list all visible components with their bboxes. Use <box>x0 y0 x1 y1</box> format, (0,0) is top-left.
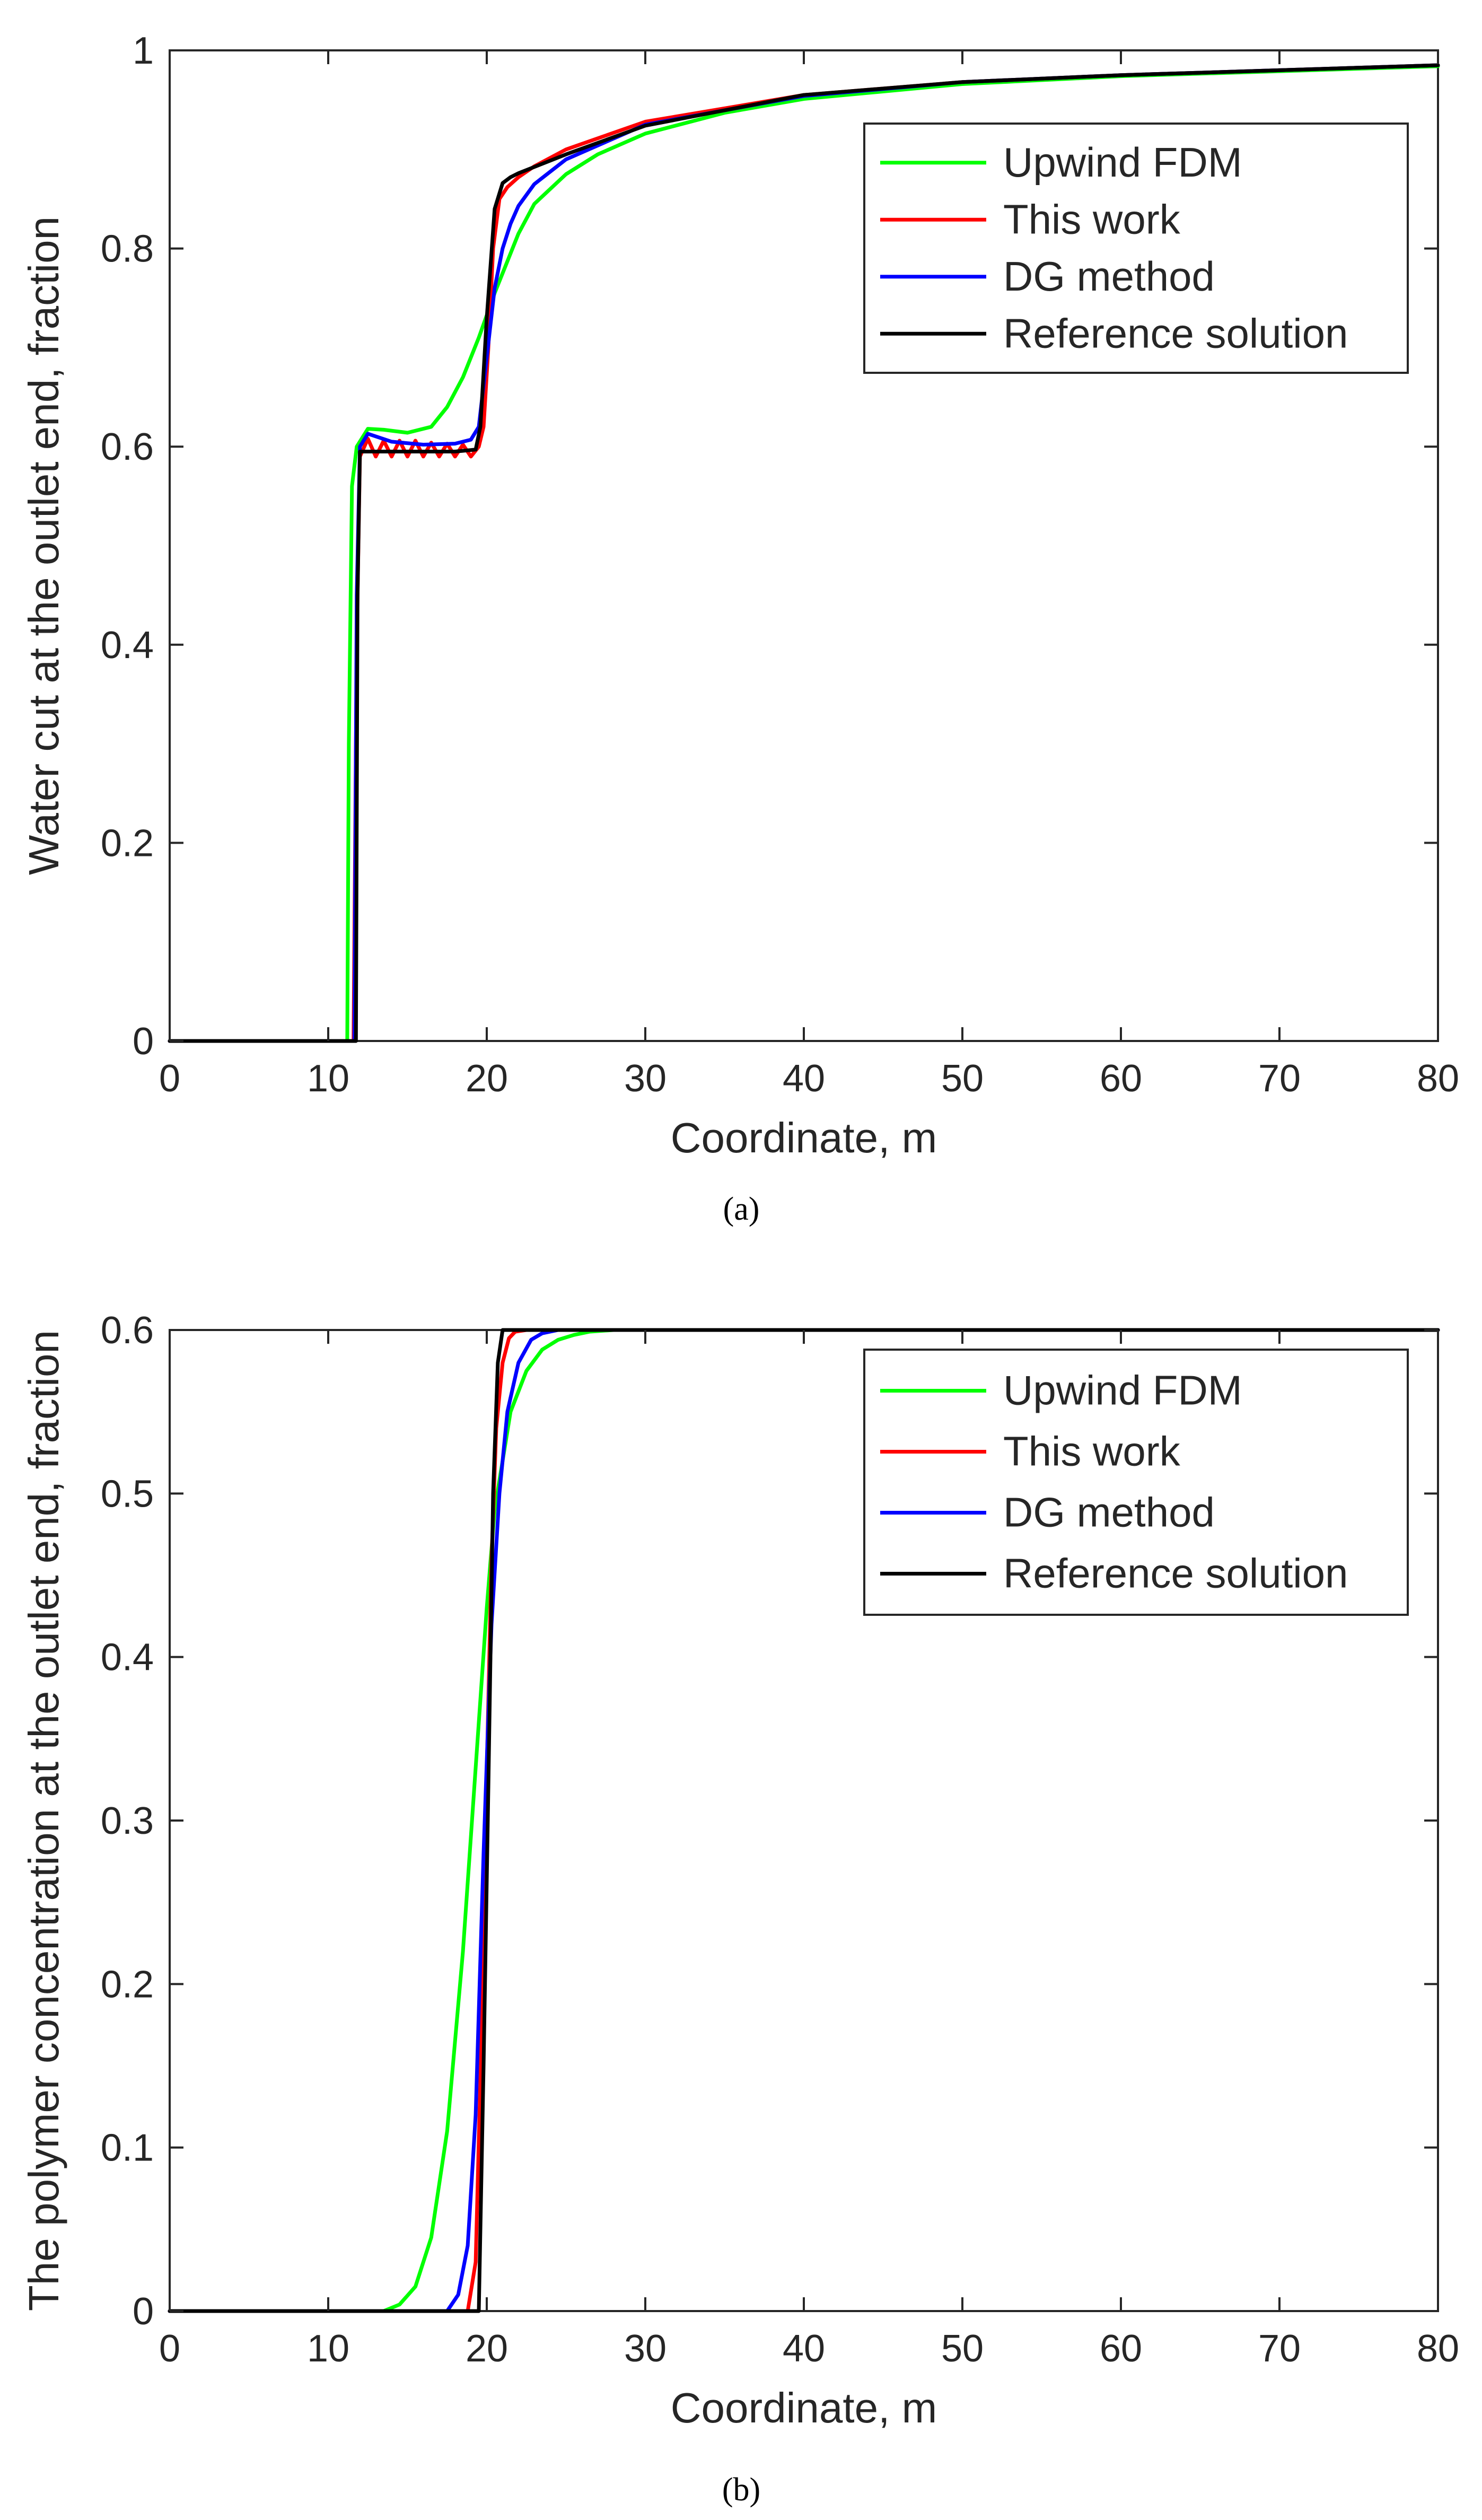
x-tick-label: 20 <box>466 2328 508 2370</box>
y-tick-label: 0.3 <box>101 1800 154 1842</box>
series-line-dg-method <box>168 1328 1440 2313</box>
x-tick-label: 30 <box>624 1057 667 1100</box>
legend-label: DG method <box>1003 1489 1215 1536</box>
y-tick-label: 0.6 <box>101 1309 154 1352</box>
axis-ticks: 0 10 20 30 40 50 60 70 80 0 0.2 0.4 0.6 0.8 1 <box>101 30 1459 1100</box>
x-tick-label: 80 <box>1417 2328 1459 2370</box>
series-group <box>168 63 1440 1043</box>
x-axis-label: Coordinate, m <box>671 1114 937 1161</box>
x-tick-label: 30 <box>624 2328 667 2370</box>
y-tick-label: 0.1 <box>101 2127 154 2169</box>
x-tick-label: 10 <box>307 2328 349 2370</box>
panel-a: 0 10 20 30 40 50 60 70 80 0 0.2 0.4 0.6 0.8 1 Coordina… <box>20 30 1459 1227</box>
y-tick-label: 0.4 <box>101 624 154 667</box>
x-tick-label: 40 <box>783 1057 825 1100</box>
y-tick-label: 0 <box>133 2290 154 2333</box>
x-tick-label: 80 <box>1417 1057 1459 1100</box>
legend-box <box>863 122 1409 374</box>
legend-box <box>863 1349 1409 1616</box>
legend-label: Upwind FDM <box>1003 139 1242 186</box>
legend: Upwind FDM This work DG method Reference so… <box>863 1349 1409 1616</box>
y-tick-label: 0.2 <box>101 1963 154 2006</box>
y-tick-label: 0 <box>133 1020 154 1063</box>
y-tick-label: 1 <box>133 30 154 72</box>
legend-label: Reference solution <box>1003 1550 1348 1597</box>
x-tick-label: 0 <box>159 2328 180 2370</box>
legend-label: Reference solution <box>1003 310 1348 356</box>
series-group <box>168 1328 1440 2313</box>
x-axis-label: Coordinate, m <box>671 2384 937 2431</box>
legend: Upwind FDM This work DG method Reference so… <box>863 122 1409 374</box>
y-axis-label: Water cut at the outlet end, fraction <box>20 216 67 875</box>
x-tick-label: 60 <box>1100 2328 1142 2370</box>
legend-label: This work <box>1003 196 1181 242</box>
x-tick-label: 70 <box>1258 2328 1301 2370</box>
axis-ticks: 0 10 20 30 40 50 60 70 80 0 0.1 0.2 0.3 0.4 0.5 0.6 <box>101 1309 1459 2370</box>
panel-b: 0 10 20 30 40 50 60 70 80 0 0.1 0.2 0.3 0.4 0.5 0.6 Coo… <box>20 1309 1459 2508</box>
y-tick-label: 0.5 <box>101 1473 154 1515</box>
panel-caption: (b) <box>722 2472 760 2508</box>
y-tick-label: 0.4 <box>101 1637 154 1679</box>
series-line-reference-solution <box>168 63 1440 1043</box>
y-tick-label: 0.8 <box>101 228 154 270</box>
legend-label: This work <box>1003 1428 1181 1475</box>
y-tick-label: 0.2 <box>101 822 154 864</box>
x-tick-label: 50 <box>941 1057 984 1100</box>
x-tick-label: 10 <box>307 1057 349 1100</box>
x-tick-label: 20 <box>466 1057 508 1100</box>
legend-label: DG method <box>1003 253 1215 300</box>
x-tick-label: 40 <box>783 2328 825 2370</box>
y-axis-label: The polymer concentration at the outlet … <box>20 1330 67 2311</box>
y-tick-label: 0.6 <box>101 426 154 468</box>
x-tick-label: 50 <box>941 2328 984 2370</box>
legend-label: Upwind FDM <box>1003 1367 1242 1414</box>
series-line-reference-solution <box>168 1328 1440 2313</box>
x-tick-label: 70 <box>1258 1057 1301 1100</box>
x-tick-label: 0 <box>159 1057 180 1100</box>
x-tick-label: 60 <box>1100 1057 1142 1100</box>
panel-caption: (a) <box>723 1191 760 1227</box>
